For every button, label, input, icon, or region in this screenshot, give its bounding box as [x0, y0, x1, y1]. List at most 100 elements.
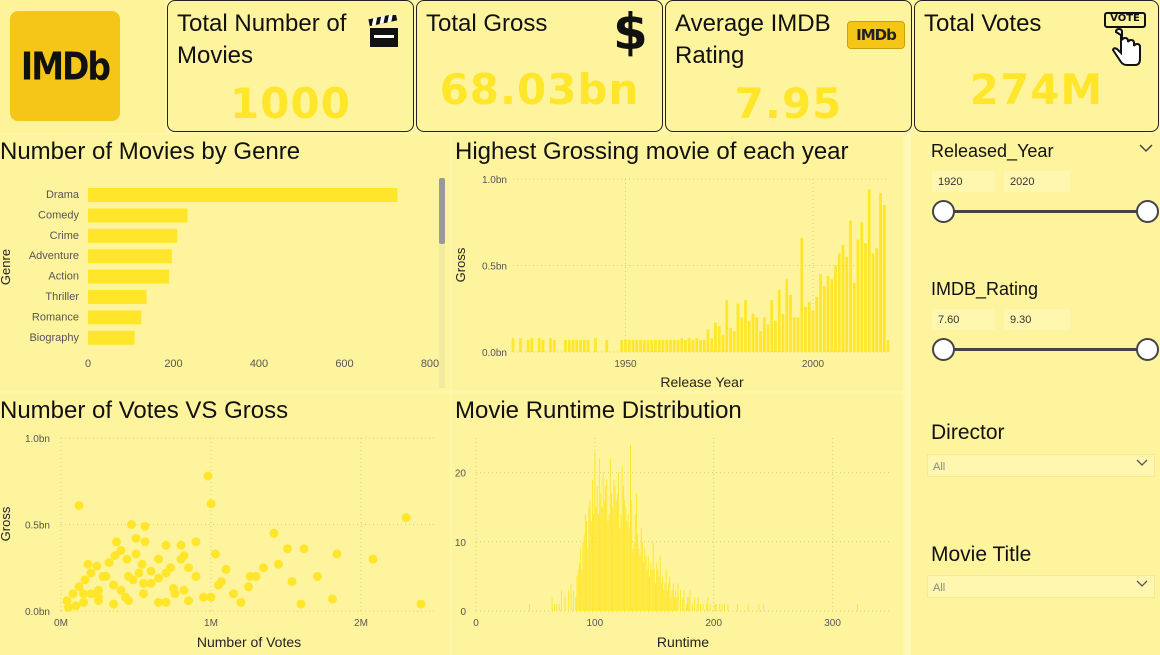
runtime-bar[interactable] — [665, 569, 667, 611]
runtime-bar[interactable] — [654, 583, 656, 611]
scatter-point[interactable] — [116, 585, 126, 595]
gross-bar[interactable] — [815, 296, 819, 352]
runtime-bar[interactable] — [675, 590, 677, 611]
genre-bar[interactable] — [88, 330, 135, 345]
gross-bar[interactable] — [642, 339, 646, 352]
scatter-point[interactable] — [71, 601, 81, 611]
runtime-bar[interactable] — [719, 604, 721, 611]
runtime-bar[interactable] — [631, 500, 633, 611]
runtime-bar[interactable] — [687, 597, 689, 611]
gross-bar[interactable] — [879, 192, 882, 352]
runtime-bar[interactable] — [592, 479, 593, 611]
year-slider-track[interactable] — [944, 210, 1149, 213]
scatter-point[interactable] — [116, 545, 126, 555]
runtime-bar[interactable] — [576, 576, 578, 611]
scatter-point[interactable] — [251, 571, 261, 581]
runtime-bar[interactable] — [672, 583, 674, 611]
runtime-bar[interactable] — [561, 590, 563, 611]
runtime-bar[interactable] — [578, 562, 580, 611]
runtime-bar[interactable] — [626, 521, 628, 611]
runtime-bar[interactable] — [657, 569, 659, 611]
scatter-point[interactable] — [74, 582, 84, 592]
runtime-bar[interactable] — [721, 604, 723, 611]
rating-slider-max-handle[interactable] — [1136, 338, 1159, 361]
runtime-bar[interactable] — [600, 493, 602, 611]
gross-bar[interactable] — [680, 338, 684, 352]
runtime-bar[interactable] — [529, 604, 530, 611]
runtime-bar[interactable] — [619, 527, 621, 611]
runtime-bar[interactable] — [662, 576, 664, 611]
runtime-bar[interactable] — [674, 597, 675, 611]
scatter-point[interactable] — [296, 599, 306, 609]
runtime-bar[interactable] — [611, 493, 612, 611]
rating-slider-min-handle[interactable] — [932, 338, 955, 361]
kpi-total-movies[interactable]: Total Number of Movies 1000 — [167, 0, 414, 132]
scrollbar-track[interactable] — [439, 178, 445, 388]
gross-bar[interactable] — [800, 237, 804, 352]
runtime-bar[interactable] — [596, 486, 598, 611]
year-slider-max-handle[interactable] — [1136, 200, 1159, 223]
runtime-bar[interactable] — [584, 514, 586, 611]
gross-bar[interactable] — [564, 339, 567, 352]
runtime-bar[interactable] — [609, 458, 611, 611]
gross-bar[interactable] — [650, 339, 654, 352]
movie-title-dropdown[interactable]: All — [927, 575, 1155, 598]
scatter-point[interactable] — [154, 554, 163, 564]
runtime-bar[interactable] — [613, 479, 615, 611]
genre-bar[interactable] — [88, 290, 147, 304]
gross-bar[interactable] — [871, 253, 875, 352]
scatter-point[interactable] — [146, 578, 156, 588]
scatter-point[interactable] — [154, 597, 163, 607]
runtime-bar[interactable] — [649, 576, 651, 611]
runtime-bar[interactable] — [652, 541, 654, 611]
scatter-point[interactable] — [401, 513, 411, 523]
runtime-bar[interactable] — [605, 486, 607, 611]
scatter-point[interactable] — [139, 589, 148, 599]
runtime-bar[interactable] — [637, 534, 639, 611]
gross-bar[interactable] — [837, 253, 841, 352]
gross-bar[interactable] — [530, 338, 534, 352]
runtime-bar[interactable] — [580, 548, 582, 611]
runtime-bar[interactable] — [644, 548, 646, 611]
gross-bar[interactable] — [822, 286, 826, 352]
runtime-bar[interactable] — [595, 507, 597, 611]
scatter-point[interactable] — [109, 580, 118, 590]
gross-bar[interactable] — [706, 329, 710, 352]
votes-scatter-chart[interactable]: Gross Number of Votes 0.0bn 0.5bn 1.0bn 0M 1… — [0, 394, 450, 655]
runtime-bar[interactable] — [715, 604, 717, 611]
gross-bar[interactable] — [687, 338, 691, 352]
scatter-point[interactable] — [104, 558, 114, 568]
gross-bar[interactable] — [586, 339, 590, 352]
grossing-bar-chart[interactable]: Gross Release Year 0.0bn 0.5bn 1.0bn 1950 20… — [452, 135, 903, 391]
runtime-bar[interactable] — [601, 507, 603, 611]
year-min-input[interactable]: 1920 — [931, 170, 996, 193]
scatter-point[interactable] — [313, 571, 322, 581]
gross-bar[interactable] — [646, 339, 650, 352]
runtime-bar[interactable] — [650, 562, 652, 611]
scatter-point[interactable] — [332, 549, 342, 559]
runtime-bar[interactable] — [660, 583, 662, 611]
gross-bar[interactable] — [856, 239, 860, 352]
gross-bar[interactable] — [594, 338, 597, 352]
runtime-bar[interactable] — [727, 604, 729, 611]
gross-bar[interactable] — [747, 320, 751, 352]
gross-bar[interactable] — [755, 317, 759, 352]
runtime-bar[interactable] — [694, 597, 696, 611]
gross-bar[interactable] — [830, 279, 834, 352]
gross-bar[interactable] — [582, 339, 586, 352]
runtime-bar[interactable] — [664, 583, 666, 611]
scatter-point[interactable] — [283, 544, 292, 554]
genre-bar[interactable] — [88, 269, 170, 284]
gross-bar[interactable] — [695, 338, 699, 352]
gross-bar[interactable] — [875, 248, 879, 352]
scatter-point[interactable] — [110, 551, 120, 561]
runtime-bar[interactable] — [747, 604, 749, 611]
runtime-bar[interactable] — [616, 493, 618, 611]
gross-bar[interactable] — [624, 339, 627, 352]
gross-bar[interactable] — [819, 274, 822, 352]
gross-bar[interactable] — [714, 322, 717, 352]
scatter-point[interactable] — [299, 544, 309, 554]
runtime-bar[interactable] — [643, 562, 645, 611]
runtime-bar[interactable] — [568, 590, 570, 611]
runtime-bar[interactable] — [553, 604, 555, 611]
